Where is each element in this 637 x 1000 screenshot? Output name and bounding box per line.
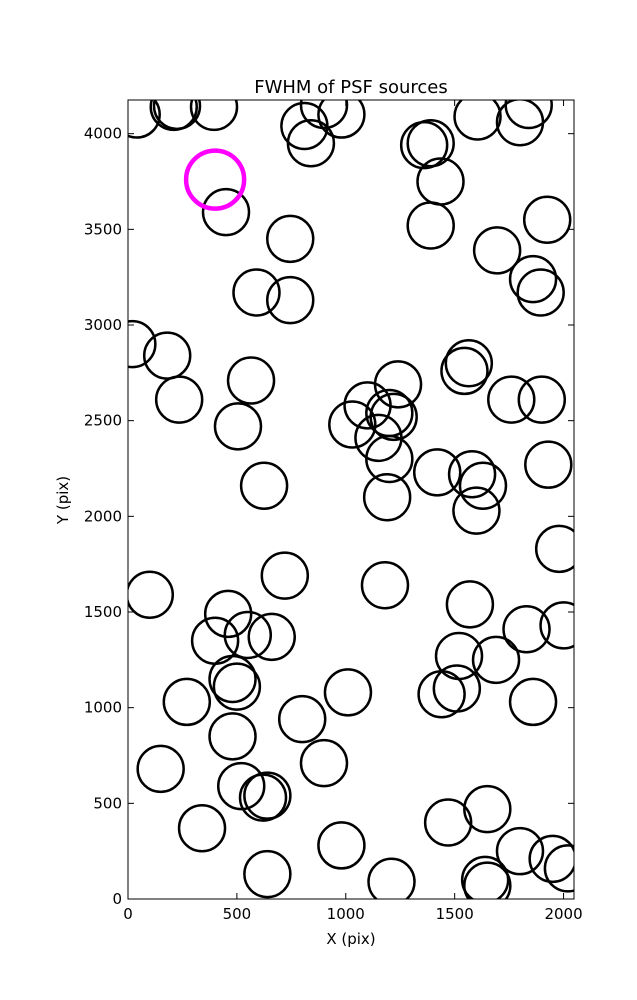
psf-source-marker-34 bbox=[373, 360, 423, 409]
psf-source-marker-80 bbox=[528, 834, 574, 884]
x-tick-label-0: 0 bbox=[123, 905, 133, 923]
x-tick-label-1000: 1000 bbox=[327, 905, 365, 923]
psf-source-marker-16 bbox=[213, 402, 263, 451]
y-tick-label-2500: 2500 bbox=[84, 412, 122, 430]
psf-source-marker-48 bbox=[260, 551, 310, 600]
psf-source-marker-68 bbox=[243, 849, 292, 899]
psf-source-marker-53 bbox=[223, 610, 273, 660]
psf-source-marker-43 bbox=[447, 449, 497, 499]
psf-source-marker-12 bbox=[128, 319, 157, 369]
psf-source-marker-25 bbox=[472, 226, 522, 275]
psf-source-marker-81 bbox=[543, 844, 574, 893]
psf-source-marker-42 bbox=[412, 448, 462, 497]
y-tick-label-3500: 3500 bbox=[84, 220, 122, 238]
y-tick-label-0: 0 bbox=[112, 890, 122, 908]
chart-title: FWHM of PSF sources bbox=[254, 77, 448, 98]
psf-source-marker-78 bbox=[463, 784, 512, 834]
psf-source-marker-21 bbox=[406, 201, 455, 250]
psf-source-marker-69 bbox=[367, 857, 416, 899]
psf-source-marker-32 bbox=[517, 375, 567, 424]
psf-source-marker-6 bbox=[317, 100, 366, 139]
psf-source-marker-50 bbox=[445, 580, 495, 629]
y-tick-label-2000: 2000 bbox=[84, 507, 122, 525]
psf-source-marker-70 bbox=[539, 601, 574, 650]
psf-source-marker-26 bbox=[522, 195, 572, 245]
x-axis-label: X (pix) bbox=[326, 930, 375, 948]
psf-source-marker-82 bbox=[460, 855, 510, 899]
psf-source-marker-22 bbox=[453, 100, 502, 141]
psf-source-marker-14 bbox=[154, 375, 204, 424]
psf-source-marker-41 bbox=[362, 472, 412, 522]
psf-source-marker-8 bbox=[201, 187, 251, 237]
psf-source-marker-76 bbox=[508, 677, 558, 727]
psf-source-marker-54 bbox=[247, 612, 296, 662]
axis-ticks: 0 500 1000 1500 2000 0 500 1000 1500 2000 2500 3000… bbox=[84, 100, 583, 923]
psf-source-marker-0 bbox=[128, 100, 161, 139]
psf-source-marker-58 bbox=[323, 668, 373, 717]
psf-sources bbox=[128, 100, 574, 899]
plot-frame bbox=[127, 99, 575, 900]
psf-source-marker-57 bbox=[162, 677, 212, 727]
psf-source-marker-64 bbox=[238, 773, 288, 822]
y-tick-label-500: 500 bbox=[93, 794, 122, 812]
psf-source-marker-23 bbox=[495, 100, 545, 147]
psf-source-marker-10 bbox=[232, 268, 281, 317]
psf-source-marker-71 bbox=[502, 604, 551, 654]
psf-source-marker-63 bbox=[216, 761, 266, 811]
psf-source-marker-7 bbox=[286, 118, 336, 168]
y-tick-label-4000: 4000 bbox=[84, 125, 122, 143]
y-tick-label-1500: 1500 bbox=[84, 603, 122, 621]
psf-source-marker-44 bbox=[458, 461, 508, 510]
psf-source-marker-51 bbox=[203, 589, 253, 639]
psf-source-marker-39 bbox=[354, 413, 403, 463]
psf-source-marker-2 bbox=[152, 100, 202, 131]
x-tick-label-2000: 2000 bbox=[544, 905, 582, 923]
psf-source-marker-56 bbox=[212, 662, 262, 711]
psf-source-marker-83 bbox=[463, 861, 512, 899]
psf-source-marker-79 bbox=[495, 826, 545, 876]
psf-source-marker-27 bbox=[508, 254, 558, 304]
psf-source-marker-37 bbox=[369, 392, 418, 442]
y-tick-label-3000: 3000 bbox=[84, 316, 122, 334]
psf-source-marker-49 bbox=[360, 560, 410, 610]
x-tick-label-500: 500 bbox=[223, 905, 252, 923]
psf-source-marker-30 bbox=[444, 339, 494, 388]
psf-source-marker-61 bbox=[299, 738, 349, 788]
psf-source-marker-59 bbox=[277, 694, 327, 744]
psf-source-marker-19 bbox=[406, 118, 455, 168]
psf-source-marker-46 bbox=[534, 524, 574, 574]
psf-source-marker-47 bbox=[128, 570, 175, 620]
psf-source-marker-65 bbox=[243, 771, 292, 820]
y-axis-label: Y (pix) bbox=[54, 476, 72, 525]
highlighted-source-marker bbox=[183, 148, 247, 211]
y-tick-label-1000: 1000 bbox=[84, 699, 122, 717]
psf-source-marker-60 bbox=[208, 712, 257, 761]
psf-source-marker-55 bbox=[208, 654, 257, 704]
psf-source-marker-40 bbox=[365, 434, 414, 484]
psf-source-marker-67 bbox=[317, 821, 366, 870]
psf-source-marker-31 bbox=[487, 375, 536, 424]
psf-source-marker-66 bbox=[177, 803, 227, 853]
psf-source-marker-24 bbox=[504, 100, 553, 130]
psf-source-marker-35 bbox=[343, 381, 392, 430]
psf-source-marker-17 bbox=[239, 461, 289, 510]
psf-source-marker-77 bbox=[423, 798, 473, 847]
psf-source-marker-3 bbox=[189, 100, 239, 132]
psf-source-marker-11 bbox=[265, 275, 315, 325]
psf-source-marker-73 bbox=[471, 635, 521, 685]
psf-source-marker-28 bbox=[516, 268, 565, 317]
psf-source-marker-9 bbox=[265, 214, 315, 264]
psf-source-marker-29 bbox=[440, 346, 489, 396]
psf-source-marker-62 bbox=[136, 744, 185, 794]
psf-source-marker-33 bbox=[524, 440, 573, 489]
psf-source-marker-38 bbox=[328, 400, 377, 449]
psf-source-marker-75 bbox=[432, 664, 482, 713]
x-tick-label-1500: 1500 bbox=[436, 905, 474, 923]
psf-source-marker-15 bbox=[226, 356, 276, 405]
psf-source-marker-45 bbox=[452, 486, 501, 535]
